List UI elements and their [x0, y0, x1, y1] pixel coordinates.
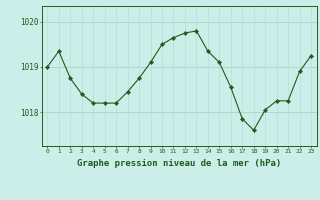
- X-axis label: Graphe pression niveau de la mer (hPa): Graphe pression niveau de la mer (hPa): [77, 159, 281, 168]
